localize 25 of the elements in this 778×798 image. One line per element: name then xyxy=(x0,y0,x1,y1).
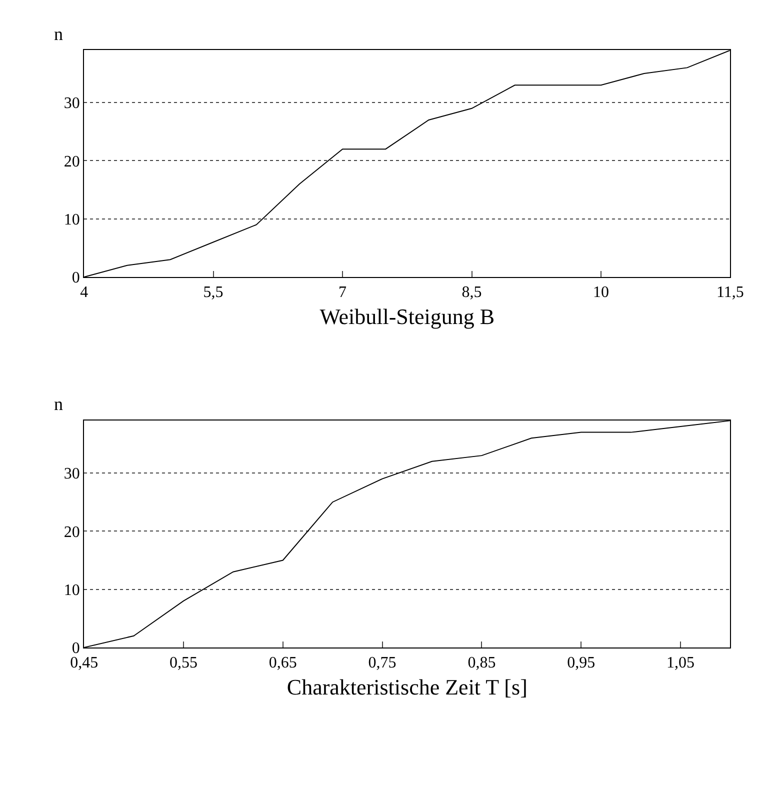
x-tick-label: 0,65 xyxy=(268,654,297,672)
x-tick-label: 11,5 xyxy=(716,284,744,302)
x-tick-label: 5,5 xyxy=(203,284,224,302)
x-tick-label: 7 xyxy=(338,284,347,302)
y-tick-label: 30 xyxy=(64,95,80,112)
y-tick-label: 20 xyxy=(64,153,80,170)
x-axis-title: Charakteristische Zeit T [s] xyxy=(286,674,528,700)
y-tick-label: 0 xyxy=(72,270,80,287)
x-axis-title: Weibull-Steigung B xyxy=(320,304,495,330)
x-tick-label: 1,05 xyxy=(666,654,695,672)
x-tick-label: 0,55 xyxy=(169,654,198,672)
y-tick-label: 20 xyxy=(64,524,80,541)
y-tick-label: 10 xyxy=(64,582,80,599)
x-tick-label: 0,75 xyxy=(368,654,396,672)
x-tick-label: 0,45 xyxy=(70,654,98,672)
x-tick-label: 8,5 xyxy=(462,284,482,302)
y-tick-label: 0 xyxy=(72,640,80,658)
y-tick-label: 30 xyxy=(64,466,80,483)
x-tick-label: 10 xyxy=(592,284,609,302)
y-axis-title: n xyxy=(54,394,63,414)
x-tick-label: 0,85 xyxy=(468,654,496,672)
y-tick-label: 10 xyxy=(64,211,80,228)
y-axis-title: n xyxy=(54,24,63,44)
x-tick-label: 0,95 xyxy=(567,654,596,672)
x-tick-label: 4 xyxy=(80,284,88,302)
